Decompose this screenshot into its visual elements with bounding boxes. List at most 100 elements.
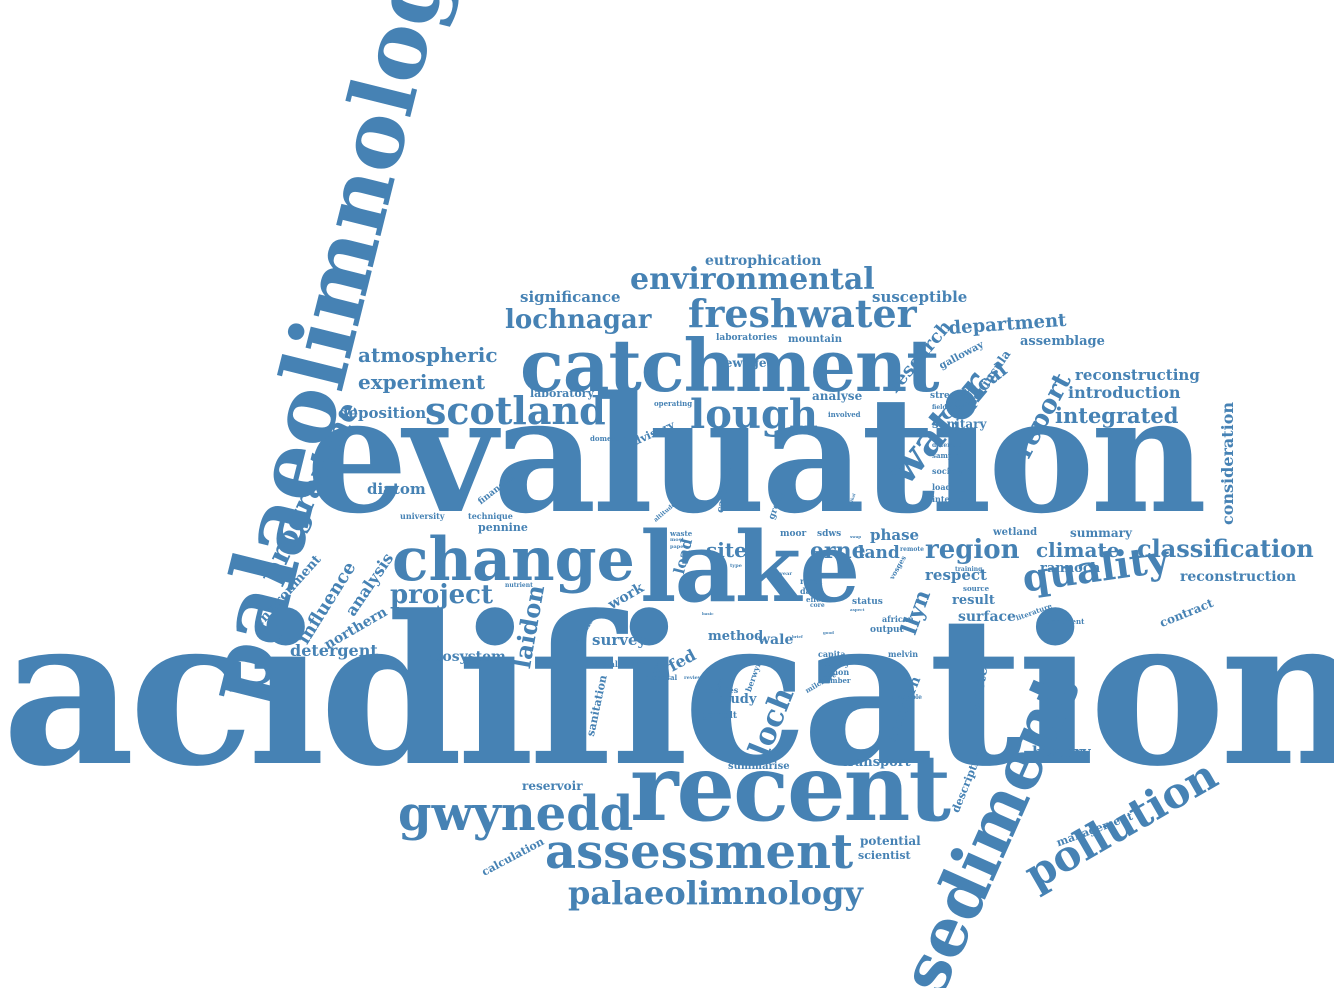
word: sdws bbox=[817, 529, 842, 539]
word: reconstruction bbox=[1180, 569, 1297, 585]
word: experiment bbox=[358, 370, 486, 394]
word: phase bbox=[870, 526, 920, 544]
word: land bbox=[858, 543, 900, 563]
word: training bbox=[955, 566, 983, 573]
word: region bbox=[925, 535, 1020, 565]
word: data bbox=[800, 586, 820, 596]
word: wetland bbox=[993, 527, 1038, 538]
word: effect bbox=[806, 595, 829, 604]
word: capita bbox=[818, 649, 846, 659]
word: swap bbox=[850, 534, 862, 539]
word: nutrient bbox=[505, 582, 533, 589]
word: operating bbox=[654, 399, 693, 408]
word: most bbox=[670, 537, 684, 543]
word: respect bbox=[925, 566, 987, 584]
word: young bbox=[630, 657, 661, 667]
word: technique bbox=[468, 511, 513, 521]
word: lough bbox=[690, 391, 819, 438]
word: transport bbox=[842, 755, 911, 770]
word: sewage bbox=[718, 356, 767, 370]
word: consideration bbox=[1218, 401, 1237, 525]
word: analyse bbox=[812, 389, 863, 403]
word: palaeolimnology bbox=[568, 874, 863, 912]
word: environmental bbox=[630, 262, 875, 297]
word: stream bbox=[930, 391, 966, 401]
word: output bbox=[870, 625, 904, 635]
word: method bbox=[708, 629, 764, 644]
word: wale bbox=[758, 632, 794, 648]
word: paper bbox=[670, 544, 687, 550]
word: loading bbox=[932, 482, 966, 492]
word: rural bbox=[800, 576, 823, 586]
word: aspect bbox=[850, 607, 865, 612]
word: calculation bbox=[479, 834, 547, 879]
word: ecosystem bbox=[425, 649, 506, 665]
word: remote bbox=[900, 546, 924, 553]
word: fieldwork bbox=[932, 404, 964, 411]
word: erne bbox=[810, 538, 866, 564]
word: conwy bbox=[822, 658, 850, 668]
word: available bbox=[892, 694, 922, 701]
word: freshwater bbox=[688, 291, 917, 336]
word: scotland bbox=[425, 388, 606, 433]
word: gwynedd bbox=[398, 786, 634, 842]
word: eutrophication bbox=[705, 253, 822, 269]
word: rannoch bbox=[1040, 561, 1101, 576]
word: change bbox=[392, 525, 635, 595]
word: acidification bbox=[2, 572, 1334, 812]
word: disposal bbox=[645, 673, 678, 682]
word: involved bbox=[828, 410, 861, 419]
word: potential bbox=[860, 834, 921, 848]
word: reconstructing bbox=[1075, 366, 1200, 384]
word: social bbox=[592, 659, 618, 669]
word: assessment bbox=[545, 824, 854, 880]
word: sanitary bbox=[932, 417, 987, 431]
word: society bbox=[932, 466, 964, 476]
word: survey bbox=[592, 631, 647, 649]
word: core bbox=[810, 602, 825, 609]
word: number bbox=[820, 676, 851, 685]
word: source bbox=[963, 584, 990, 593]
word: laboratory bbox=[530, 387, 594, 400]
word: waste bbox=[670, 529, 693, 538]
word: review bbox=[684, 675, 703, 681]
word: lochnagar bbox=[505, 305, 652, 335]
word: classification bbox=[1137, 534, 1314, 563]
word: summarise bbox=[728, 761, 790, 772]
word: result bbox=[952, 593, 995, 608]
word: gamalt bbox=[702, 711, 738, 721]
word: study bbox=[717, 692, 757, 707]
word: summary bbox=[1070, 526, 1132, 540]
word: integrated bbox=[1055, 403, 1179, 428]
word: studies bbox=[706, 685, 739, 695]
word: brief bbox=[792, 634, 803, 639]
word: lake bbox=[640, 511, 860, 624]
word: introduction bbox=[1068, 383, 1181, 402]
word: different bbox=[932, 442, 962, 449]
word: moor bbox=[780, 529, 807, 539]
word: year bbox=[780, 571, 792, 577]
word: reservoir bbox=[522, 779, 583, 793]
word: african bbox=[882, 614, 914, 624]
word: gynon bbox=[822, 667, 850, 677]
word: assemblage bbox=[1020, 334, 1105, 349]
word: detergent bbox=[290, 641, 378, 660]
word: recent bbox=[630, 734, 951, 842]
word: project bbox=[390, 580, 494, 610]
word: interim bbox=[932, 494, 966, 504]
word: melvin bbox=[888, 649, 919, 659]
word: laboratories bbox=[716, 333, 778, 343]
word: scientist bbox=[858, 849, 911, 862]
word: surface bbox=[958, 609, 1016, 625]
word: pennine bbox=[478, 521, 528, 534]
word: sample bbox=[932, 451, 960, 460]
word: deposition bbox=[338, 404, 427, 422]
word: domestic bbox=[590, 434, 626, 443]
word: university bbox=[400, 511, 445, 521]
word: basic bbox=[702, 611, 714, 616]
word: diatom bbox=[367, 480, 426, 498]
word: site bbox=[706, 538, 747, 562]
word: type bbox=[730, 563, 742, 569]
word: susceptible bbox=[872, 288, 968, 306]
